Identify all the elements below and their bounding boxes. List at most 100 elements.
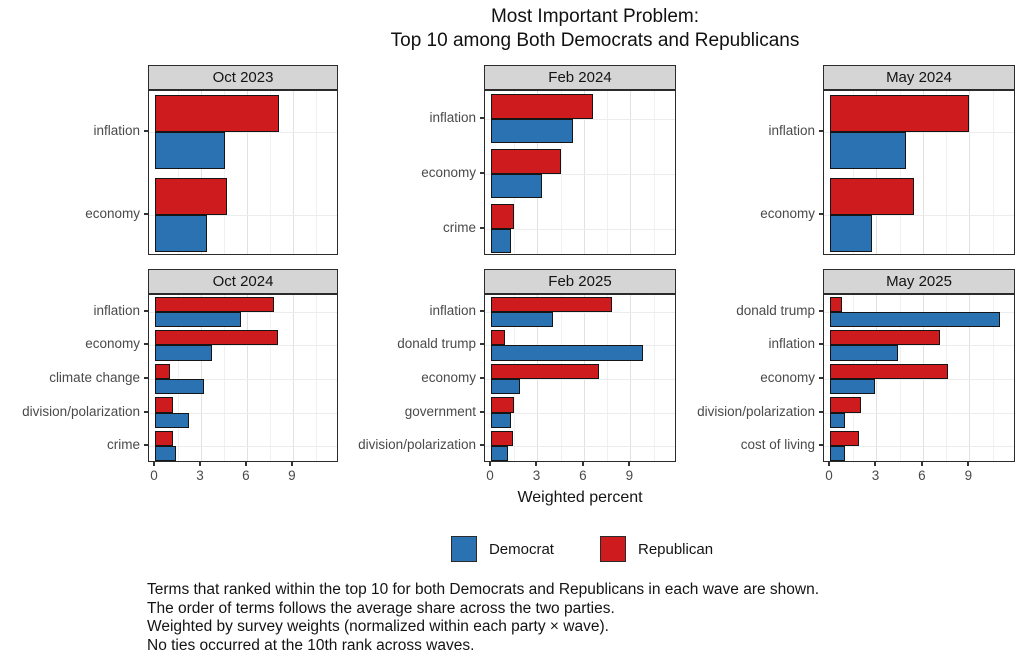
x-tick <box>920 462 923 466</box>
gridline-major <box>200 91 202 254</box>
bar-democrat-division-polarization <box>491 446 509 461</box>
facet-strip-may-2024: May 2024 <box>823 65 1015 90</box>
y-tick <box>480 309 484 312</box>
bar-republican-division-polarization <box>830 397 861 413</box>
bar-republican-economy <box>830 177 914 215</box>
gridline-minor <box>315 295 317 461</box>
page-title: Most Important Problem: Top 10 among Bot… <box>166 5 1024 53</box>
category-label-inflation: inflation <box>768 336 815 352</box>
bar-republican-economy <box>491 363 600 379</box>
x-tick <box>535 462 538 466</box>
gridline-minor <box>315 91 317 254</box>
gridline-major <box>583 91 585 254</box>
x-tick-label: 6 <box>242 468 250 483</box>
facet-panel-may-2025 <box>823 294 1015 462</box>
gridline-minor <box>607 295 609 461</box>
gridline-minor <box>607 91 609 254</box>
gridline-category <box>485 379 675 380</box>
bar-democrat-crime <box>491 228 512 254</box>
facet-panel-feb-2025 <box>484 294 676 462</box>
facet-title: Feb 2025 <box>548 273 612 290</box>
y-tick <box>819 410 823 413</box>
gridline-category <box>824 345 1014 347</box>
x-tick <box>967 462 970 466</box>
caption: Terms that ranked within the top 10 for … <box>147 581 1007 655</box>
y-tick <box>144 444 148 447</box>
category-label-crime: crime <box>443 219 476 235</box>
gridline-minor <box>269 295 271 461</box>
bar-republican-division-polarization <box>155 397 174 413</box>
y-tick <box>819 212 823 215</box>
caption-line: Weighted by survey weights (normalized w… <box>147 618 609 636</box>
bar-democrat-inflation <box>830 132 906 170</box>
gridline-major <box>630 91 632 254</box>
caption-line: The order of terms follows the average s… <box>147 599 615 617</box>
y-tick <box>144 377 148 379</box>
y-tick <box>819 343 823 346</box>
category-label-division-polarization: division/polarization <box>22 403 140 419</box>
facet-strip-oct-2023: Oct 2023 <box>148 65 338 90</box>
bar-democrat-economy <box>155 345 212 361</box>
x-tick <box>828 462 830 466</box>
gridline-category <box>149 446 337 448</box>
bar-democrat-inflation <box>491 118 574 144</box>
bar-democrat-donald-trump <box>830 311 1001 327</box>
gridline-major <box>922 91 924 254</box>
bar-democrat-donald-trump <box>491 345 643 361</box>
x-tick-label: 3 <box>196 468 204 483</box>
y-tick <box>144 130 148 133</box>
gridline-minor <box>992 295 994 461</box>
y-tick <box>480 410 484 413</box>
gridline-category <box>824 379 1014 380</box>
category-label-economy: economy <box>421 164 476 180</box>
category-label-economy: economy <box>85 205 140 221</box>
facet-panel-oct-2024 <box>148 294 338 462</box>
caption-line: No ties occurred at the 10th rank across… <box>147 636 475 654</box>
category-label-donald-trump: donald trump <box>736 302 815 318</box>
gridline-category <box>824 446 1014 448</box>
category-label-climate-change: climate change <box>49 370 140 385</box>
bar-republican-economy <box>155 330 278 346</box>
x-tick-label: 9 <box>625 468 634 483</box>
gridline-category <box>149 132 337 134</box>
category-label-economy: economy <box>421 370 476 385</box>
gridline-major <box>876 91 878 254</box>
bar-republican-economy <box>155 177 227 215</box>
x-tick-label: 3 <box>871 468 880 483</box>
facet-panel-may-2024 <box>823 90 1015 255</box>
y-tick <box>480 116 484 119</box>
facet-panel-feb-2024 <box>484 90 676 255</box>
x-tick-label: 6 <box>918 468 926 483</box>
y-tick <box>144 410 148 413</box>
x-tick-label: 6 <box>579 468 587 483</box>
gridline-minor <box>223 295 225 461</box>
x-tick-label: 0 <box>825 468 833 483</box>
x-tick-label: 3 <box>532 468 541 483</box>
gridline-category <box>824 412 1014 414</box>
bar-democrat-economy <box>830 214 872 252</box>
y-tick <box>144 212 148 215</box>
bar-republican-inflation <box>155 95 280 133</box>
gridline-category <box>149 311 337 313</box>
gridline-category <box>824 214 1014 216</box>
gridline-major <box>200 295 202 461</box>
y-tick <box>819 130 823 133</box>
gridline-major <box>292 295 294 461</box>
category-label-inflation: inflation <box>429 302 476 318</box>
caption-line: Terms that ranked within the top 10 for … <box>147 581 820 598</box>
y-tick <box>819 444 823 447</box>
x-tick <box>874 462 877 466</box>
gridline-category <box>485 118 675 120</box>
bar-democrat-economy <box>155 214 208 252</box>
gridline-category <box>485 446 675 448</box>
bar-republican-crime <box>155 431 174 447</box>
bar-republican-economy <box>830 363 948 379</box>
gridline-major <box>292 91 294 254</box>
bar-democrat-inflation <box>155 311 241 327</box>
bar-republican-inflation <box>830 95 970 133</box>
facet-title: May 2025 <box>886 273 952 290</box>
bar-republican-government <box>491 397 515 413</box>
gridline-category <box>485 311 675 313</box>
x-tick <box>489 462 491 466</box>
